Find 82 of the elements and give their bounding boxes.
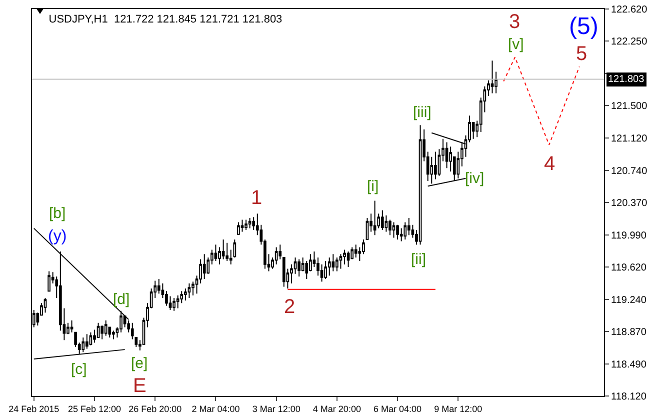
candlestick	[188, 282, 191, 298]
annotation: [c]	[71, 361, 87, 378]
candlestick	[388, 219, 392, 236]
candlestick	[44, 297, 47, 314]
y-tick-label: 119.990	[611, 230, 647, 242]
annotation: 1	[251, 187, 262, 209]
candlestick	[274, 246, 278, 265]
annotation: [iv]	[465, 170, 484, 187]
candlestick	[324, 260, 327, 280]
candlestick	[407, 217, 410, 236]
candlestick	[86, 334, 88, 350]
chart-title: USDJPY,H1 121.722 121.845 121.721 121.803	[48, 13, 282, 26]
annotation: [iii]	[413, 104, 432, 121]
ref-line-label: 121.803	[608, 74, 645, 85]
x-tick-label: 6 Mar 04:00	[374, 404, 422, 414]
candlestick	[445, 142, 448, 169]
candlestick	[172, 297, 176, 312]
candlestick	[354, 244, 358, 258]
candlestick	[48, 270, 50, 292]
annotation: [d]	[113, 291, 130, 308]
candlestick	[104, 320, 108, 336]
candlestick	[202, 254, 206, 280]
candlestick	[339, 254, 342, 270]
annotation: [b]	[49, 205, 66, 222]
y-tick-label: 118.490	[611, 360, 647, 371]
y-tick-label: 120.370	[611, 198, 648, 209]
candlestick	[490, 60, 494, 94]
candlestick	[248, 217, 252, 229]
candlestick	[96, 322, 100, 338]
candlestick	[366, 217, 369, 240]
annotation: 5	[576, 43, 588, 65]
candlestick	[282, 257, 286, 288]
candlestick	[244, 219, 248, 231]
y-tick-label: 118.120	[611, 392, 647, 402]
candlestick	[328, 257, 331, 276]
y-tick-label: 120.740	[611, 166, 648, 178]
x-tick-label: 3 Mar 12:00	[252, 404, 300, 414]
annotation: 4	[544, 153, 556, 175]
y-tick-label: 119.240	[611, 295, 647, 306]
candlestick	[240, 219, 244, 232]
candlestick	[89, 332, 92, 346]
annotation: [e]	[131, 355, 148, 372]
candlestick	[373, 200, 376, 236]
annotation: E	[133, 375, 146, 397]
candlestick	[434, 151, 437, 180]
candlestick	[226, 242, 229, 262]
candlestick	[346, 251, 350, 268]
candlestick	[336, 257, 338, 272]
x-tick-label: 25 Feb 12:00	[68, 404, 122, 414]
candlestick	[343, 249, 346, 265]
y-tick-label: 122.620	[611, 4, 648, 16]
candlestick	[396, 224, 399, 240]
y-tick-label: 121.500	[611, 100, 648, 112]
candlestick	[392, 222, 396, 238]
candlestick	[100, 324, 104, 340]
candlestick	[380, 210, 384, 231]
annotation: (y)	[48, 228, 67, 245]
candlestick	[298, 258, 300, 277]
annotation: [v]	[508, 36, 524, 53]
annotation: [i]	[367, 178, 379, 195]
candlestick	[418, 124, 422, 246]
candlestick	[112, 330, 115, 340]
candlestick	[404, 222, 407, 240]
annotation: 3	[509, 11, 520, 33]
candlestick	[252, 216, 256, 231]
x-tick-label: 26 Feb 20:00	[128, 404, 182, 414]
candlestick	[214, 244, 218, 262]
candlestick	[332, 254, 335, 272]
annotation: (5)	[569, 13, 598, 40]
candlestick	[176, 294, 180, 309]
y-tick-label: 119.620	[611, 262, 647, 274]
annotation: [ii]	[411, 251, 426, 268]
candlestick	[237, 222, 240, 235]
candlestick	[157, 278, 160, 294]
annotation: 2	[284, 296, 296, 318]
x-tick-label: 4 Mar 20:00	[312, 404, 361, 414]
y-tick-label: 121.120	[611, 134, 648, 144]
y-tick-label: 122.250	[611, 36, 648, 48]
y-tick-label: 118.870	[611, 327, 647, 338]
x-tick-label: 24 Feb 2015	[8, 404, 60, 414]
x-tick-label: 9 Mar 12:00	[434, 404, 482, 414]
x-tick-label: 2 Mar 04:00	[192, 404, 240, 414]
